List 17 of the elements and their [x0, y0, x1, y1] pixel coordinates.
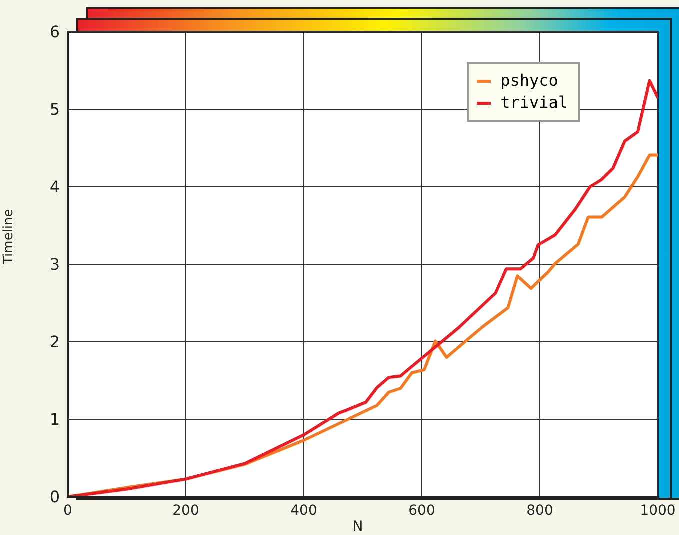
y-tick-label: 3 — [50, 255, 60, 274]
y-tick-label: 1 — [50, 410, 60, 430]
legend-label: pshyco — [500, 70, 558, 92]
x-axis-title: N — [352, 519, 364, 535]
y-tick-label: 0 — [50, 488, 60, 507]
y-axis-title: Timeline — [2, 209, 17, 266]
y-tick-label: 2 — [50, 332, 60, 352]
x-tick-label: 800 — [526, 502, 554, 519]
x-tick-label: 200 — [172, 502, 200, 519]
y-tick-label: 4 — [50, 178, 60, 197]
legend-label: trivial — [500, 92, 568, 114]
x-tick-label: 400 — [290, 502, 318, 519]
y-tick-label: 6 — [50, 22, 60, 42]
y-tick-label: 5 — [50, 100, 60, 120]
x-tick-label: 600 — [408, 502, 436, 519]
x-tick-label: 0 — [64, 502, 72, 519]
x-tick-label: 1000 — [640, 502, 676, 519]
